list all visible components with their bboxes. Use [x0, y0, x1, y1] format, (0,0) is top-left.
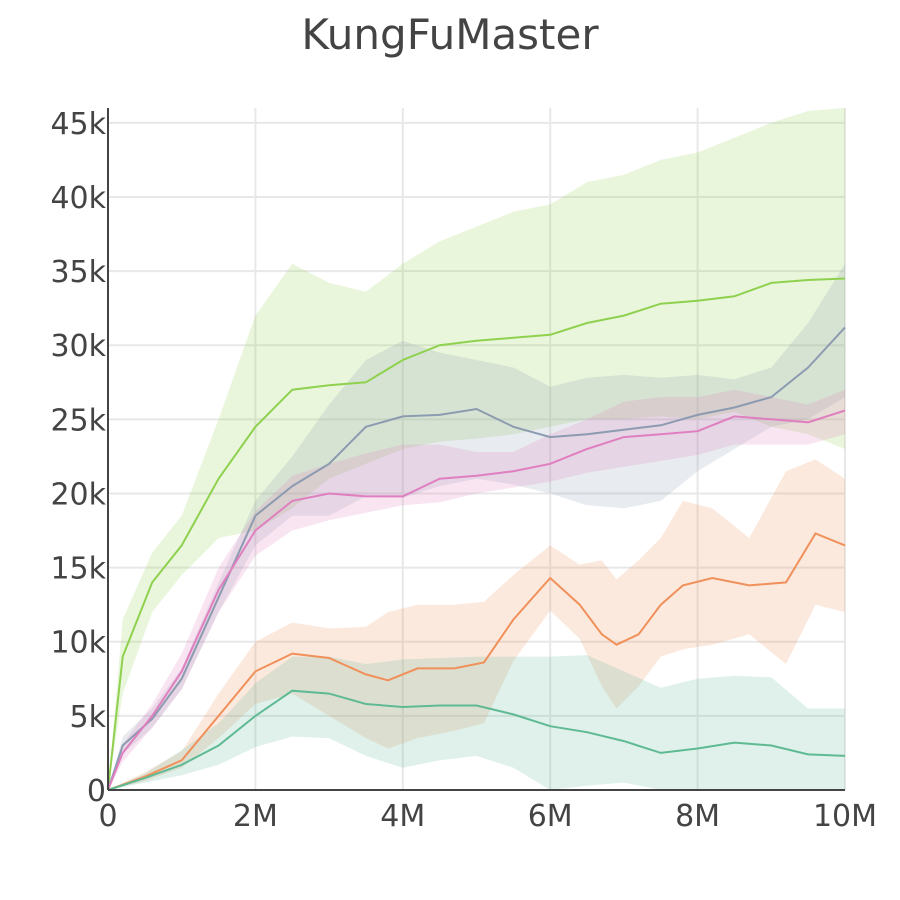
- y-tick-label: 15k: [50, 552, 106, 587]
- series-1-band: [108, 108, 845, 790]
- y-tick-label: 0: [87, 774, 106, 809]
- series-4-line: [107, 532, 846, 791]
- x-tick-label: 10M: [813, 799, 877, 834]
- x-tick-label: 8M: [675, 799, 720, 834]
- x-tick-label: 2M: [233, 799, 278, 834]
- confidence-bands: [108, 108, 845, 790]
- x-tick-label: 0: [98, 799, 117, 834]
- gridlines: [108, 108, 846, 790]
- x-tick-label: 6M: [528, 799, 573, 834]
- x-axis-ticks: 0 2M 4M 6M 8M 10M: [98, 799, 877, 834]
- y-tick-label: 40k: [50, 181, 106, 216]
- series-5-line: [107, 689, 846, 791]
- series-3-line: [107, 409, 846, 791]
- y-tick-label: 45k: [50, 107, 106, 142]
- series-3-band: [108, 389, 845, 790]
- series-1-line: [107, 277, 846, 791]
- series-lines: [107, 277, 846, 791]
- axes: [107, 108, 845, 791]
- x-tick-label: 4M: [380, 799, 425, 834]
- y-tick-label: 25k: [50, 403, 106, 438]
- series-2-line: [107, 326, 846, 791]
- y-tick-label: 5k: [70, 700, 107, 735]
- series-4-band: [108, 459, 845, 790]
- y-tick-label: 10k: [50, 626, 106, 661]
- series-2-band: [108, 263, 845, 790]
- y-axis-ticks: 0 5k 10k 15k 20k 25k 30k 35k 40k 45k: [50, 107, 106, 809]
- y-tick-label: 30k: [50, 329, 106, 364]
- y-tick-label: 35k: [50, 255, 106, 290]
- series-5-band: [108, 655, 845, 790]
- chart-title: KungFuMaster: [301, 10, 599, 59]
- y-tick-label: 20k: [50, 477, 106, 512]
